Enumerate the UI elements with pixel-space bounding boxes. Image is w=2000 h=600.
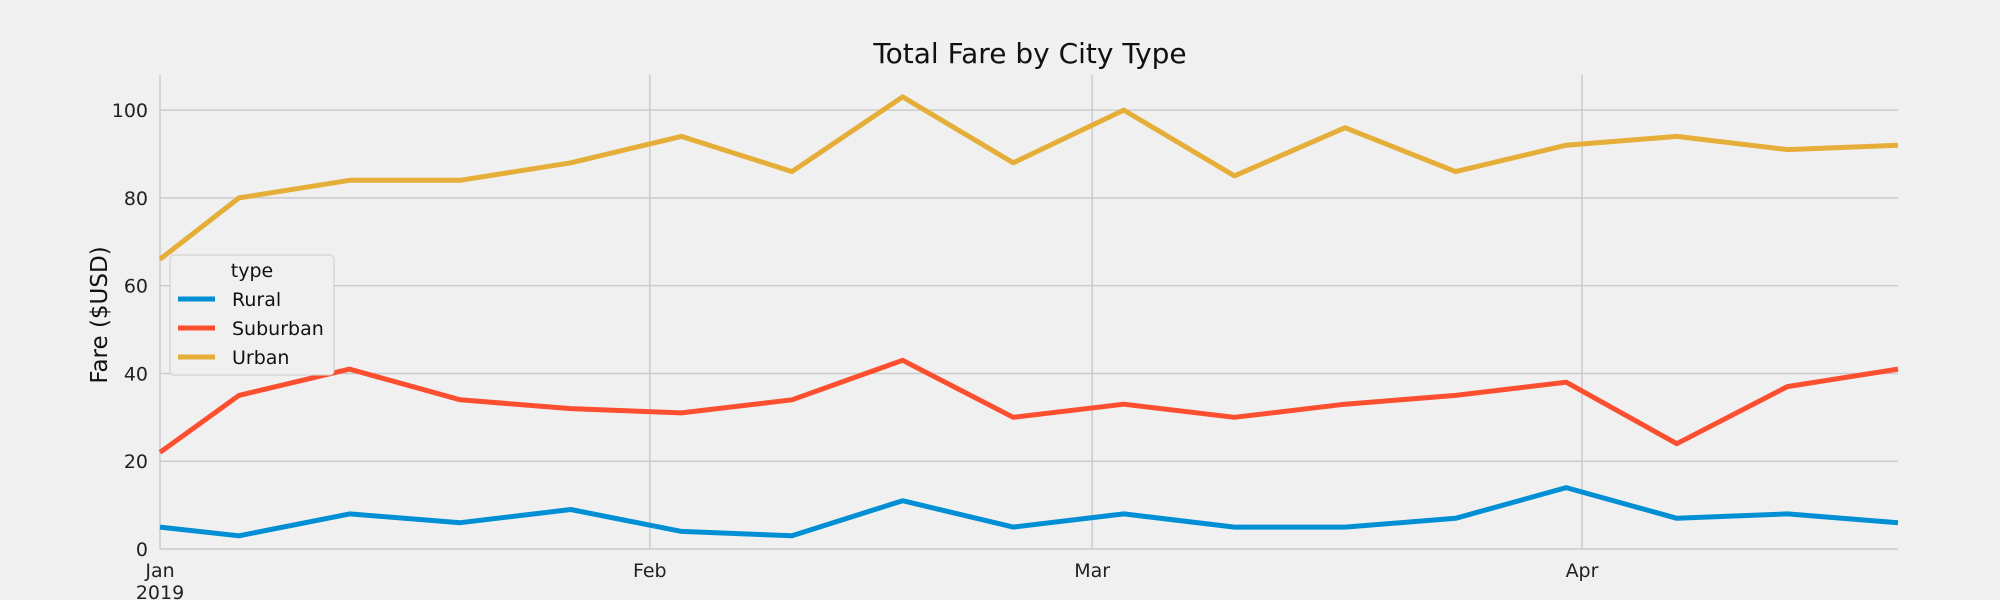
series-line-suburban <box>158 357 1899 455</box>
x-tick-label: Apr <box>1566 560 1599 582</box>
y-tick-label: 100 <box>112 100 148 122</box>
series-line-rural <box>159 485 1899 539</box>
legend-title: type <box>231 260 273 282</box>
y-tick-label: 20 <box>124 451 148 473</box>
series-line-urban <box>158 94 1899 262</box>
y-axis-ticks: 0 20 40 60 80 100 <box>112 100 148 561</box>
x-tick-label: Jan <box>144 560 174 582</box>
y-tick-label: 40 <box>124 363 148 385</box>
legend-items: Rural Suburban Urban <box>178 289 324 369</box>
y-tick-label: 60 <box>124 276 148 298</box>
y-tick-label: 80 <box>124 188 148 210</box>
legend-label-urban: Urban <box>232 347 289 369</box>
legend-label-suburban: Suburban <box>232 318 324 340</box>
chart-title: Total Fare by City Type <box>872 37 1186 70</box>
y-tick-label: 0 <box>136 539 148 561</box>
x-tick-sublabel: 2019 <box>136 582 184 600</box>
x-tick-label: Mar <box>1074 560 1110 582</box>
x-tick-label: Feb <box>633 560 667 582</box>
legend-label-rural: Rural <box>232 289 281 311</box>
legend[interactable]: type Rural Suburban Urban <box>169 254 335 376</box>
y-axis-label: Fare ($USD) <box>87 246 113 383</box>
grid <box>159 75 1898 550</box>
series-lines <box>158 94 1899 539</box>
legend-box <box>169 254 335 376</box>
